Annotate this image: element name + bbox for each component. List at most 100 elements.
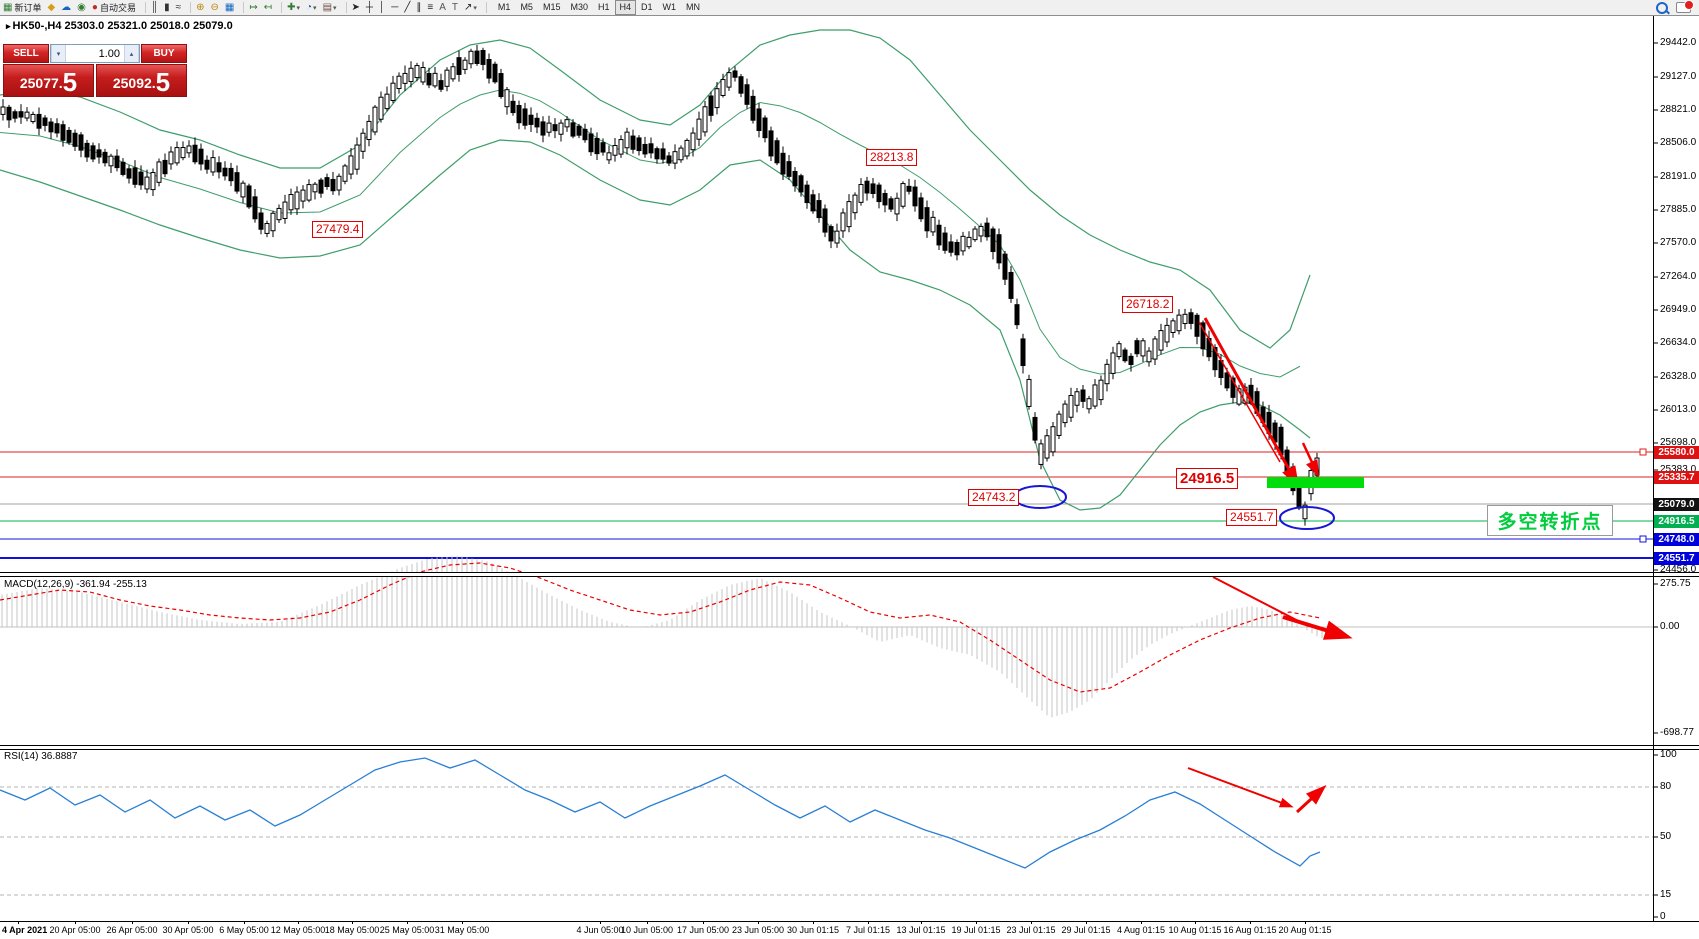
text-tool[interactable]: A (439, 2, 446, 13)
sell-price[interactable]: 25077. 5 (3, 64, 94, 97)
highlight-bar[interactable] (1267, 477, 1364, 488)
timeframe-d1[interactable]: D1 (641, 2, 653, 12)
chat-icon[interactable] (1676, 0, 1694, 13)
signal-icon[interactable]: ◉ (77, 2, 86, 13)
time-axis-label: 18 May 05:00 (324, 925, 380, 935)
time-axis-tick (868, 921, 869, 924)
axis-tick: 100 (1660, 749, 1677, 760)
time-axis-label: 29 Jul 01:15 (1061, 925, 1111, 935)
time-axis-tick (132, 921, 133, 924)
time-axis-tick (1195, 921, 1196, 924)
zoom-in-icon[interactable]: ⊕ (196, 2, 205, 13)
time-axis-label: 30 Apr 05:00 (162, 925, 214, 935)
cursor-tool[interactable]: ➤ (351, 2, 360, 13)
hline-tool[interactable]: ─ (391, 2, 399, 13)
bollinger-bands (0, 29, 1311, 511)
time-axis-tick (75, 921, 76, 924)
label-tool[interactable]: T (451, 2, 459, 13)
price-annotation[interactable]: 28213.8 (866, 149, 918, 166)
toolbar-right (1656, 0, 1699, 14)
autoscroll-icon[interactable]: ↦ (249, 2, 258, 13)
price-annotation[interactable]: 27479.4 (312, 221, 364, 238)
autotrading-button[interactable]: ● 自动交易 (91, 2, 136, 13)
time-axis-label: 20 Apr 05:00 (49, 925, 101, 935)
new-order-button[interactable]: ▦ 新订单 (3, 2, 42, 13)
time-axis-tick (647, 921, 648, 924)
time-axis-label: 13 Jul 01:15 (896, 925, 946, 935)
timeframe-h4[interactable]: H4 (614, 0, 637, 15)
time-axis-label: 4 Apr 2021 (2, 925, 48, 935)
time-axis-tick (188, 921, 189, 924)
time-axis-tick (244, 921, 245, 924)
crosshair-tool[interactable]: ┼ (365, 2, 374, 13)
time-axis-tick (976, 921, 977, 924)
price-annotation[interactable]: 24916.5 (1176, 468, 1239, 489)
time-axis-label: 7 Jul 01:15 (845, 925, 891, 935)
indicators-button[interactable]: ✚ ▾ (287, 2, 300, 13)
buy-price[interactable]: 25092. 5 (96, 64, 187, 97)
chart-shift-icon[interactable]: ↤ (263, 2, 273, 13)
toolbar-buttons: ▦ 新订单 ◆ ☁ ◉ ● 自动交易 ║ ▮ ≈ ⊕ ⊖ ▦ ↦ ↤ ✚ ▾ ◔ ▾ ▤ ▾ ➤ ┼ │ ─ ╱ ∥ ≡ A T ↗ ▾ (0, 0, 489, 15)
time-axis-tick (703, 921, 704, 924)
volume-input[interactable] (66, 45, 124, 62)
volume-increase-button[interactable]: ▴ (124, 45, 139, 62)
pane-separator-rsi[interactable] (0, 745, 1699, 750)
cloud-icon[interactable]: ☁ (61, 2, 72, 13)
turning-point-label[interactable]: 多空转折点 (1487, 505, 1613, 536)
price-badge: 25580.0 (1654, 446, 1699, 459)
tile-windows-icon[interactable]: ▦ (224, 2, 235, 13)
bars-chart-icon[interactable]: ║ (150, 2, 159, 13)
timeframe-w1[interactable]: W1 (662, 2, 677, 12)
trendline-tool[interactable]: ╱ (404, 2, 411, 13)
horizontal-lines (0, 448, 1653, 559)
chart-title: ▸ HK50-,H4 25303.0 25321.0 25018.0 25079.… (6, 20, 233, 32)
candles-chart-icon[interactable]: ▮ (164, 2, 170, 13)
axis-tick: 28506.0 (1660, 137, 1697, 148)
timeframe-m30[interactable]: M30 (570, 2, 588, 12)
symbol-period: HK50-,H4 (12, 20, 62, 32)
search-icon[interactable] (1656, 1, 1668, 14)
time-axis-tick (352, 921, 353, 924)
axis-tick: 26949.0 (1660, 304, 1697, 315)
timeframe-m1[interactable]: M1 (497, 2, 511, 12)
time-axis-line (0, 921, 1699, 922)
pane-separator-macd[interactable] (0, 572, 1699, 577)
axis-tick: 28191.0 (1660, 171, 1697, 182)
line-chart-icon[interactable]: ≈ (175, 2, 182, 13)
axis-tick: 25383.0 (1660, 464, 1697, 475)
rsi-label: RSI(14) 36.8887 (4, 751, 78, 762)
vline-tool[interactable]: │ (379, 2, 386, 13)
axis-tick: 80 (1660, 781, 1672, 792)
time-axis-label: 12 May 05:00 (270, 925, 326, 935)
time-axis-label: 19 Jul 01:15 (951, 925, 1001, 935)
toolbar-separator (341, 2, 347, 13)
sell-button[interactable]: SELL (3, 44, 49, 63)
zoom-out-icon[interactable]: ⊖ (210, 2, 219, 13)
price-annotation[interactable]: 24743.2 (968, 489, 1020, 506)
periods-button[interactable]: ◔ ▾ (306, 2, 317, 13)
layers-icon[interactable]: ◆ (47, 2, 56, 13)
symbol-marker-icon: ▸ (6, 21, 11, 31)
toolbar-separator (140, 2, 146, 13)
axis-tick: 24456.0 (1660, 564, 1697, 575)
volume-decrease-button[interactable]: ▾ (51, 45, 66, 62)
shapes-tool[interactable]: ↗ ▾ (464, 2, 477, 13)
time-axis-label: 10 Aug 01:15 (1168, 925, 1222, 935)
channel-tool[interactable]: ∥ (416, 2, 422, 13)
buy-button[interactable]: BUY (141, 44, 187, 63)
timeframe-h1[interactable]: H1 (597, 2, 610, 12)
time-axis-label: 31 May 05:00 (434, 925, 490, 935)
axis-tick: 0 (1660, 911, 1666, 922)
timeframe-m15[interactable]: M15 (542, 2, 561, 12)
price-annotation[interactable]: 24551.7 (1226, 509, 1278, 526)
price-badge: 25079.0 (1654, 498, 1699, 511)
time-axis-label: 6 May 05:00 (219, 925, 269, 935)
timeframe-m5[interactable]: M5 (520, 2, 533, 12)
one-click-trading-panel: SELL ▾ ▴ BUY 25077.5 25092.5 (3, 44, 187, 97)
price-annotation[interactable]: 26718.2 (1122, 296, 1174, 313)
fibonacci-tool[interactable]: ≡ (427, 2, 434, 13)
time-axis-tick (1250, 921, 1251, 924)
axis-tick: -698.77 (1660, 727, 1694, 738)
templates-button[interactable]: ▤ ▾ (322, 2, 337, 13)
timeframe-mn[interactable]: MN (686, 2, 701, 12)
